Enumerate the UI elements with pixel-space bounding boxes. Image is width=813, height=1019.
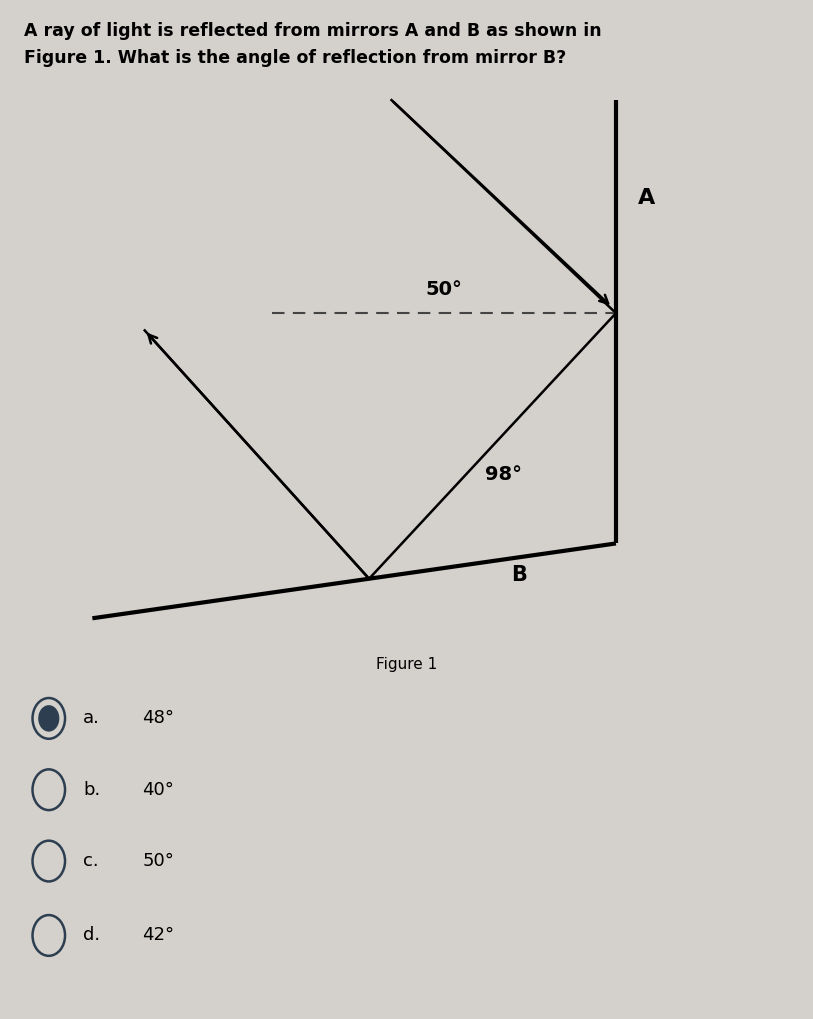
Text: Figure 1. What is the angle of reflection from mirror B?: Figure 1. What is the angle of reflectio… — [24, 49, 567, 67]
Text: 40°: 40° — [142, 781, 174, 799]
Text: d.: d. — [83, 926, 100, 945]
Text: A: A — [638, 187, 655, 208]
Text: 42°: 42° — [142, 926, 175, 945]
Text: A ray of light is reflected from mirrors A and B as shown in: A ray of light is reflected from mirrors… — [24, 22, 602, 41]
Text: 98°: 98° — [485, 465, 522, 484]
Text: c.: c. — [83, 852, 98, 870]
Text: b.: b. — [83, 781, 100, 799]
Text: 50°: 50° — [425, 280, 463, 299]
Text: 48°: 48° — [142, 709, 174, 728]
Text: B: B — [511, 566, 527, 585]
Text: a.: a. — [83, 709, 100, 728]
Text: Figure 1: Figure 1 — [376, 657, 437, 673]
Text: 50°: 50° — [142, 852, 174, 870]
